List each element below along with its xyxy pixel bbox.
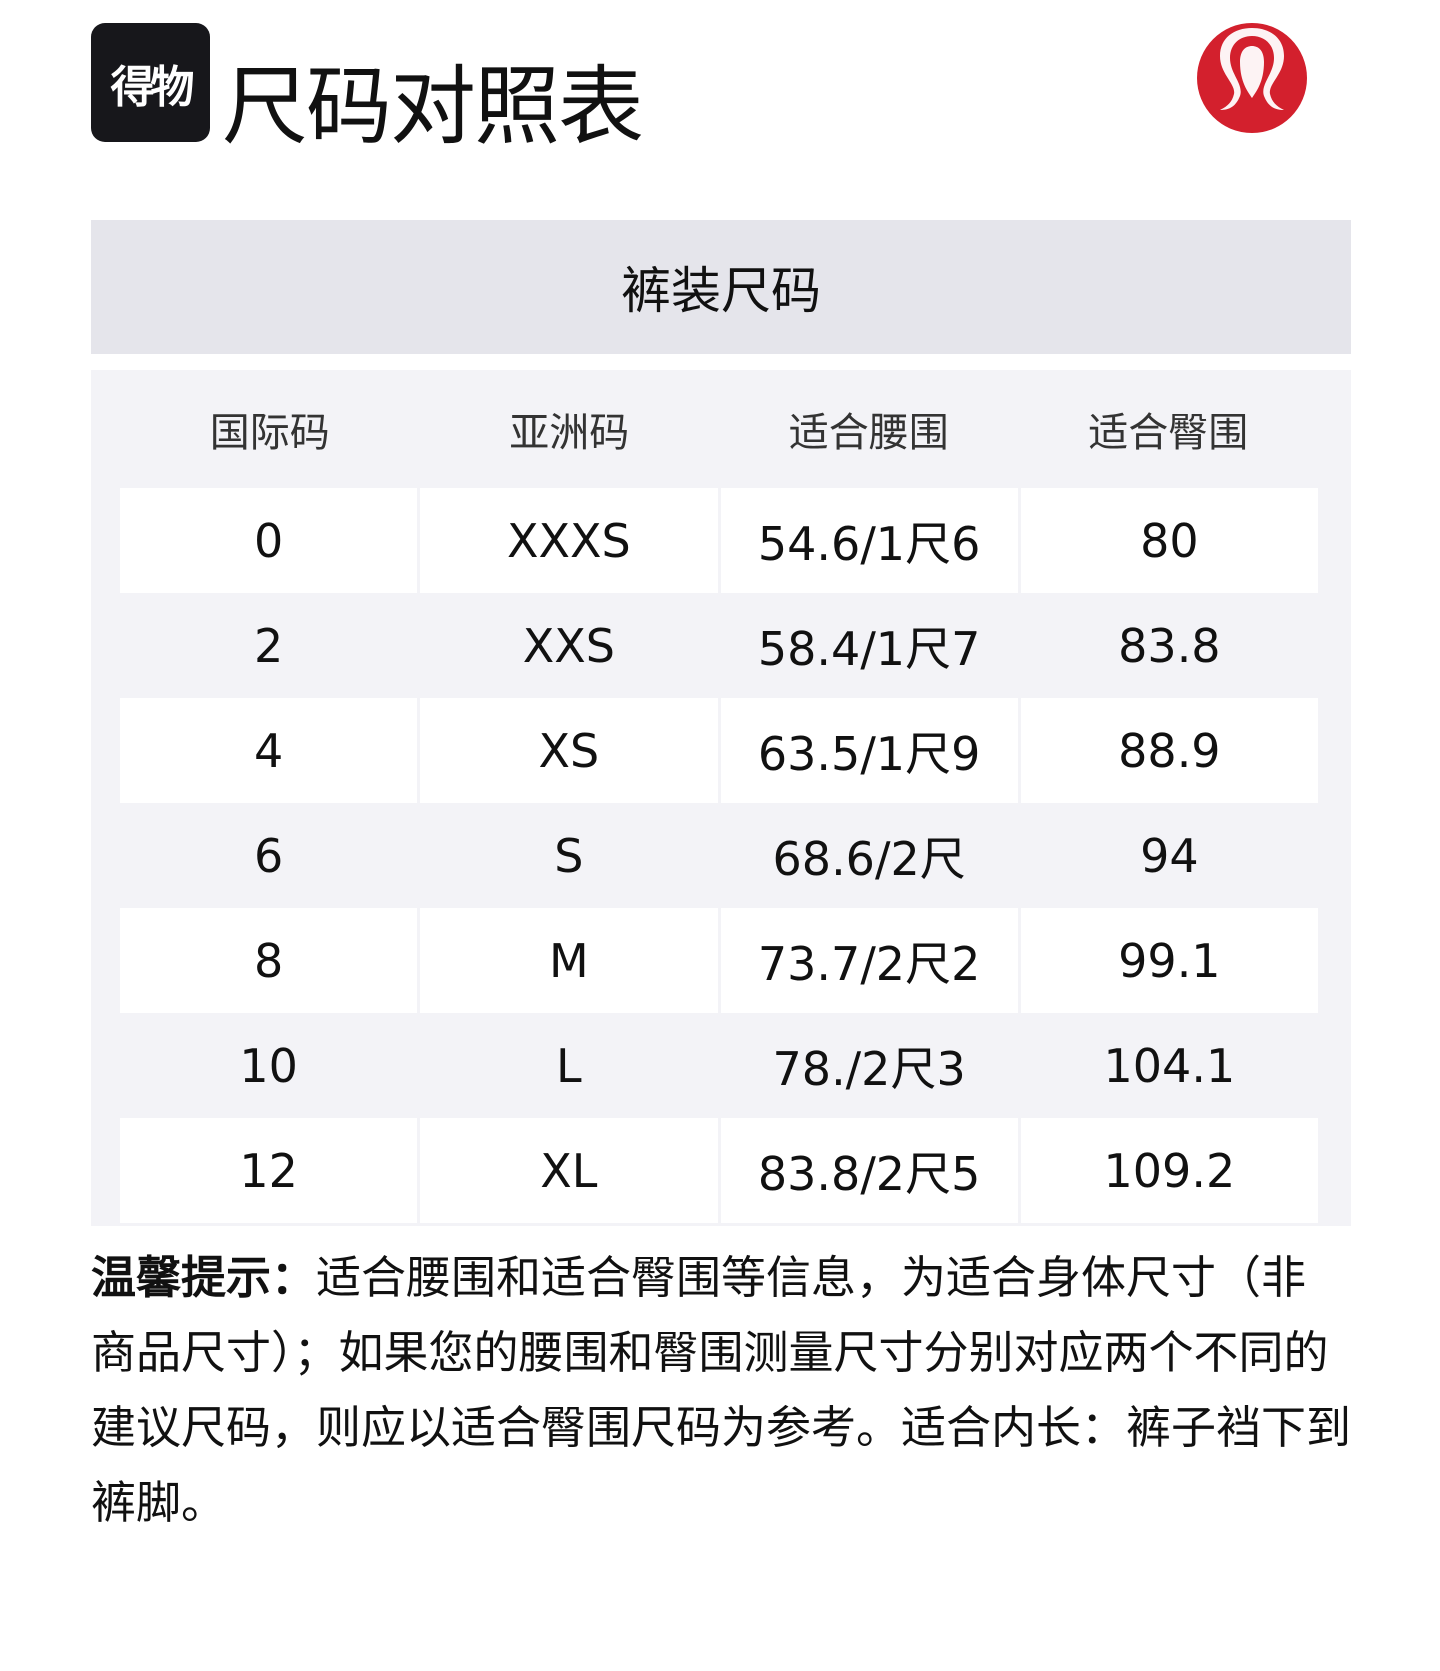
table-body: 0 XXXS 54.6/1尺6 80 2 XXS 58.4/1尺7 83.8 4 XS 63.5/1… — [120, 488, 1318, 1223]
table-cell: 0 — [120, 488, 418, 593]
table-cell: 83.8 — [1118, 618, 1221, 673]
table-cell: XXXS — [420, 488, 718, 593]
table-cell: 58.4/1尺7 — [757, 621, 981, 676]
table-cell: L — [556, 1038, 582, 1093]
tip-body: 适合腰围和适合臀围等信息，为适合身体尺寸（非商品尺寸）；如果您的腰围和臀围测量尺… — [91, 1251, 1352, 1529]
table-cell: 83.8/2尺5 — [720, 1118, 1018, 1223]
column-header: 亚洲码 — [509, 410, 630, 456]
table-cell: M — [420, 908, 718, 1013]
table-cell: 78./2尺3 — [772, 1041, 966, 1096]
table-cell: 12 — [120, 1118, 418, 1223]
table-cell: 54.6/1尺6 — [720, 488, 1018, 593]
section-title: 裤装尺码 — [91, 220, 1351, 354]
table-cell: XS — [420, 698, 718, 803]
table-row: 4 XS 63.5/1尺9 88.9 — [120, 698, 1318, 803]
table-cell: XL — [420, 1118, 718, 1223]
table-row: 12 XL 83.8/2尺5 109.2 — [120, 1118, 1318, 1223]
table-cell: 4 — [120, 698, 418, 803]
table-cell: 104.1 — [1103, 1038, 1236, 1093]
column-header: 适合腰围 — [788, 410, 949, 456]
table-cell: 2 — [253, 618, 284, 673]
table-row: 6 S 68.6/2尺 94 — [120, 803, 1318, 908]
table-cell: 63.5/1尺9 — [720, 698, 1018, 803]
size-table: 国际码 亚洲码 适合腰围 适合臀围 0 XXXS 54.6/1尺6 80 2 XXS 58.… — [91, 370, 1351, 1226]
table-cell: 99.1 — [1020, 908, 1318, 1013]
column-header: 适合臀围 — [1088, 410, 1249, 456]
table-cell: S — [554, 828, 584, 883]
table-header: 国际码 亚洲码 适合腰围 适合臀围 — [120, 370, 1318, 488]
table-cell: 6 — [253, 828, 284, 883]
tip-label: 温馨提示： — [91, 1251, 317, 1304]
table-cell: 10 — [239, 1038, 298, 1093]
table-row: 10 L 78./2尺3 104.1 — [120, 1013, 1318, 1118]
column-header: 国际码 — [209, 410, 330, 456]
table-cell: 94 — [1140, 828, 1199, 883]
table-cell: 109.2 — [1020, 1118, 1318, 1223]
page-title: 尺码对照表 — [222, 57, 644, 157]
table-cell: 80 — [1020, 488, 1318, 593]
tip-text: 温馨提示：适合腰围和适合臀围等信息，为适合身体尺寸（非商品尺寸）；如果您的腰围和… — [91, 1240, 1351, 1540]
table-cell: 68.6/2尺 — [772, 831, 966, 886]
lululemon-logo-icon — [1197, 23, 1307, 133]
table-row: 2 XXS 58.4/1尺7 83.8 — [120, 593, 1318, 698]
table-cell: 73.7/2尺2 — [720, 908, 1018, 1013]
table-cell: 8 — [120, 908, 418, 1013]
table-cell: XXS — [522, 618, 615, 673]
brand-logo: 得物 — [91, 23, 210, 142]
table-row: 8 M 73.7/2尺2 99.1 — [120, 908, 1318, 1013]
table-row: 0 XXXS 54.6/1尺6 80 — [120, 488, 1318, 593]
brand-logo-text: 得物 — [110, 61, 195, 113]
table-cell: 88.9 — [1020, 698, 1318, 803]
